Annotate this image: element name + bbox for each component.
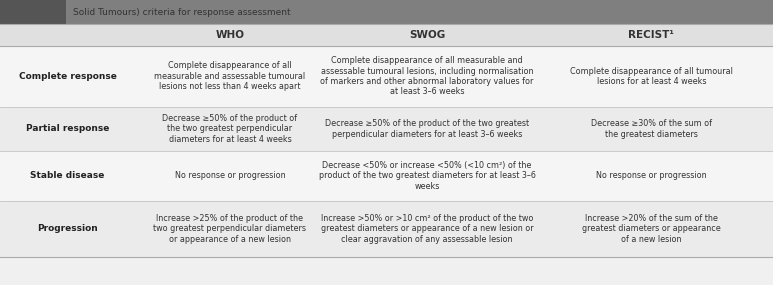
Text: Decrease ≥50% of the product of
the two greatest perpendicular
diameters for at : Decrease ≥50% of the product of the two … xyxy=(162,114,298,144)
Text: Complete disappearance of all
measurable and assessable tumoural
lesions not les: Complete disappearance of all measurable… xyxy=(155,61,305,91)
Text: Complete disappearance of all measurable and
assessable tumoural lesions, includ: Complete disappearance of all measurable… xyxy=(320,56,534,96)
Text: Complete disappearance of all tumoural
lesions for at least 4 weeks: Complete disappearance of all tumoural l… xyxy=(570,66,733,86)
FancyBboxPatch shape xyxy=(0,151,773,201)
FancyBboxPatch shape xyxy=(0,24,773,46)
Text: Solid Tumours) criteria for response assessment: Solid Tumours) criteria for response ass… xyxy=(73,8,291,17)
FancyBboxPatch shape xyxy=(0,0,773,24)
Text: Increase >50% or >10 cm² of the product of the two
greatest diameters or appeara: Increase >50% or >10 cm² of the product … xyxy=(321,214,533,244)
Text: Complete response: Complete response xyxy=(19,72,117,81)
Text: Decrease ≥50% of the product of the two greatest
perpendicular diameters for at : Decrease ≥50% of the product of the two … xyxy=(325,119,530,139)
Text: SWOG: SWOG xyxy=(409,30,445,40)
FancyBboxPatch shape xyxy=(0,46,773,107)
FancyBboxPatch shape xyxy=(0,107,773,151)
Text: No response or progression: No response or progression xyxy=(596,172,707,180)
Text: RECIST¹: RECIST¹ xyxy=(628,30,674,40)
Text: Progression: Progression xyxy=(37,224,98,233)
Text: No response or progression: No response or progression xyxy=(175,172,285,180)
Text: Decrease ≥30% of the sum of
the greatest diameters: Decrease ≥30% of the sum of the greatest… xyxy=(591,119,712,139)
Text: Partial response: Partial response xyxy=(26,125,109,133)
Text: WHO: WHO xyxy=(216,30,244,40)
Text: Decrease <50% or increase <50% (<10 cm²) of the
product of the two greatest diam: Decrease <50% or increase <50% (<10 cm²)… xyxy=(318,161,536,191)
Text: Stable disease: Stable disease xyxy=(30,172,105,180)
FancyBboxPatch shape xyxy=(0,201,773,256)
Text: Increase >20% of the sum of the
greatest diameters or appearance
of a new lesion: Increase >20% of the sum of the greatest… xyxy=(582,214,720,244)
FancyBboxPatch shape xyxy=(0,0,66,24)
Text: Increase >25% of the product of the
two greatest perpendicular diameters
or appe: Increase >25% of the product of the two … xyxy=(154,214,306,244)
